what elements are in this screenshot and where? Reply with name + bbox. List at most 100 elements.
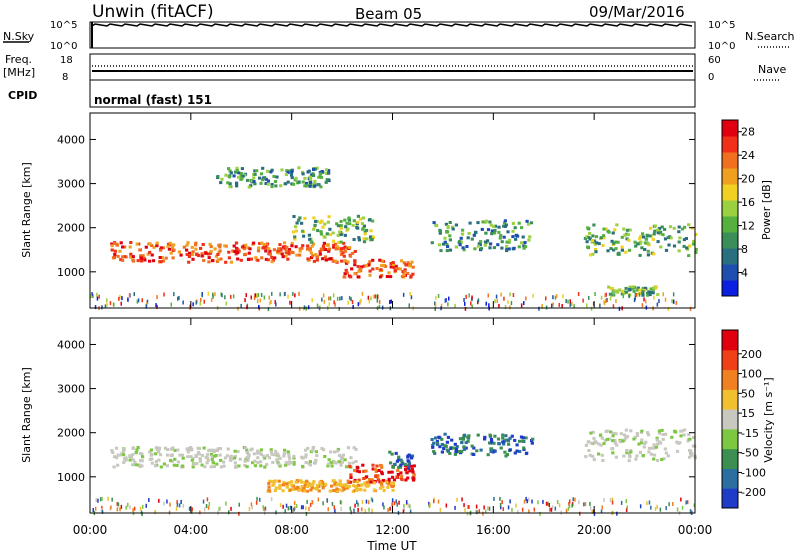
velocity-noise-cell	[488, 506, 491, 511]
velocity-cell	[399, 471, 403, 475]
power-noise-cell	[612, 304, 615, 309]
power-noise-cell	[341, 296, 343, 301]
velocity-cell	[140, 464, 144, 468]
power-cell	[318, 175, 322, 179]
power-noise-cell	[329, 296, 332, 301]
xtick-label: 08:00	[274, 523, 309, 537]
power-cell	[269, 170, 273, 174]
power-noise-cell	[368, 299, 370, 304]
velocity-cell	[488, 441, 492, 445]
velocity-cell	[600, 453, 604, 457]
velocity-cell	[489, 450, 493, 453]
power-cell	[404, 263, 409, 267]
velocity-cell	[205, 461, 209, 465]
velocity-noise-cell	[483, 505, 485, 510]
velocity-cell	[335, 483, 340, 487]
velocity-cell	[364, 469, 368, 473]
velocity-noise-cell	[454, 505, 456, 510]
velocity-cell	[121, 450, 125, 454]
velocity-cell	[652, 457, 656, 461]
velocity-cell	[624, 428, 628, 432]
velocity-cell	[401, 462, 405, 465]
power-cell	[340, 259, 344, 263]
power-cell	[313, 223, 317, 227]
power-cell	[343, 233, 347, 237]
power-noise-cell	[562, 294, 564, 299]
power-cell	[310, 244, 314, 248]
velocity-cell	[326, 464, 330, 468]
power-cell	[503, 219, 507, 223]
power-cell	[328, 227, 332, 231]
velocity-cell	[233, 449, 237, 453]
power-cell	[511, 235, 515, 239]
velocity-noise-cell	[293, 507, 295, 512]
power-cell	[261, 246, 265, 250]
power-cell	[297, 166, 301, 170]
velocity-cell	[652, 453, 657, 457]
power-cell	[641, 235, 646, 239]
power-noise-cell	[307, 305, 310, 310]
velocity-cell	[464, 441, 468, 445]
velocity-cell	[400, 478, 404, 482]
velocity-noise-cell	[639, 504, 642, 509]
velocity-cell	[115, 456, 119, 460]
velocity-noise-cell	[487, 506, 489, 511]
power-noise-cell	[120, 301, 122, 306]
power-cell	[293, 237, 297, 241]
power-noise-cell	[333, 300, 335, 305]
velocity-cell	[502, 442, 506, 446]
velocity-cell	[300, 455, 304, 459]
power-noise-cell	[454, 303, 456, 308]
velocity-cell	[432, 441, 436, 445]
velocity-cell	[443, 432, 447, 436]
velocity-noise-cell	[191, 510, 193, 515]
velocity-noise-cell	[395, 499, 397, 504]
velocity-cell	[140, 459, 144, 463]
velocity-noise-cell	[169, 502, 171, 507]
power-noise-cell	[268, 301, 271, 306]
power-cell	[309, 180, 313, 184]
velocity-cell	[453, 442, 457, 446]
power-cell	[253, 169, 257, 173]
power-cell	[284, 254, 288, 258]
power-cell	[348, 254, 353, 258]
power-cell	[659, 245, 663, 249]
power-cell	[639, 240, 643, 244]
velocity-noise-cell	[127, 502, 129, 507]
velocity-noise-cell	[182, 503, 184, 508]
power-cell	[172, 243, 176, 247]
velocity-cell	[218, 453, 222, 457]
power-cell	[312, 227, 316, 231]
power-cell	[591, 252, 595, 256]
velocity-noise-cell	[176, 502, 179, 507]
velocity-cell	[233, 454, 237, 458]
velocity-noise-cell	[468, 505, 470, 509]
power-cell	[229, 260, 233, 264]
velocity-cell	[111, 451, 115, 455]
power-cell	[240, 167, 244, 171]
velocity-cell	[149, 453, 153, 457]
velocity-cell	[381, 485, 385, 489]
power-cell	[408, 264, 412, 268]
power-cell	[448, 248, 453, 252]
power-cell	[339, 219, 343, 223]
freq-label: Freq.	[5, 53, 32, 66]
velocity-colorbar-tick: -50	[741, 447, 759, 460]
velocity-colorbar-tick: 200	[741, 348, 762, 361]
power-cell	[237, 171, 241, 175]
velocity-cell	[507, 442, 511, 446]
velocity-cell	[287, 462, 291, 466]
power-cell	[172, 248, 176, 252]
velocity-cell	[343, 458, 347, 462]
power-noise-cell	[336, 296, 339, 301]
velocity-cell	[411, 476, 415, 480]
power-noise-cell	[498, 303, 500, 308]
velocity-cell	[396, 468, 400, 472]
power-cell	[327, 171, 331, 175]
power-noise-cell	[256, 293, 258, 298]
power-cell	[311, 242, 316, 246]
power-cell	[359, 269, 363, 273]
power-cell	[308, 247, 312, 251]
power-noise-cell	[323, 299, 326, 304]
velocity-noise-cell	[148, 498, 150, 502]
